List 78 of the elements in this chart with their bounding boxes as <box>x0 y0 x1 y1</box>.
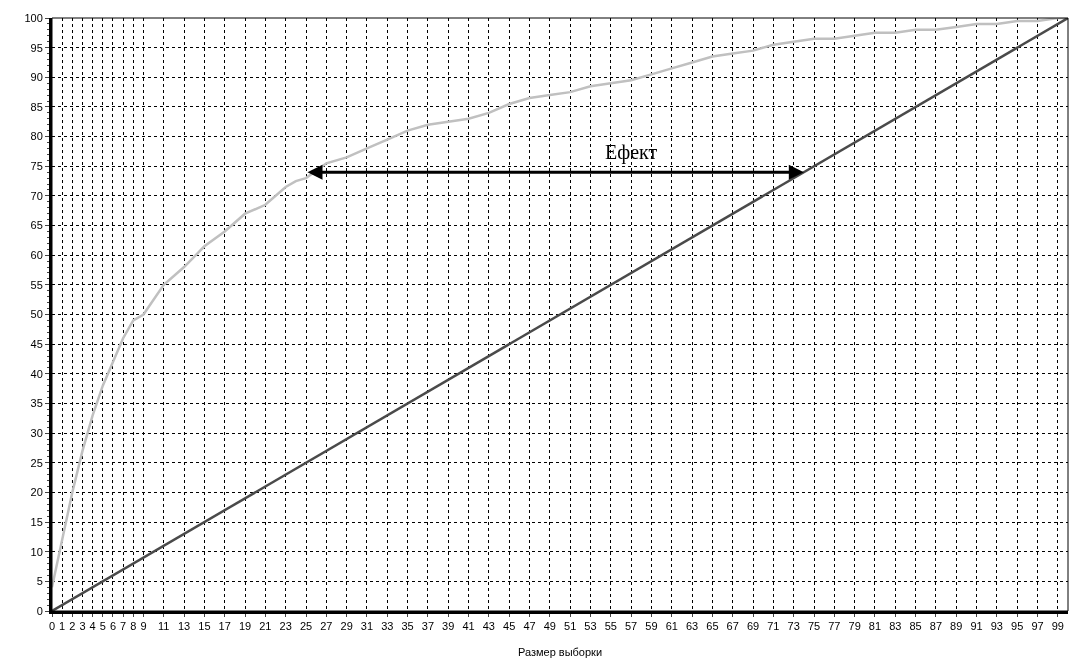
x-tick-label: 23 <box>279 620 292 633</box>
x-tick-label: 41 <box>462 620 475 633</box>
x-tick-label: 55 <box>604 620 617 633</box>
x-tick-label: 35 <box>401 620 414 633</box>
x-tick-label: 2 <box>69 620 76 633</box>
x-tick-label: 99 <box>1051 620 1064 633</box>
x-tick-label: 79 <box>848 620 861 633</box>
y-tick-label: 85 <box>30 100 43 113</box>
y-tick-label: 30 <box>30 426 43 439</box>
x-tick-label: 89 <box>950 620 963 633</box>
y-tick-label: 65 <box>30 219 43 232</box>
x-tick-label: 67 <box>726 620 739 633</box>
y-tick-label: 45 <box>30 338 43 350</box>
y-tick-label: 55 <box>30 278 43 291</box>
x-tick-label: 83 <box>889 620 902 633</box>
x-tick-label: 6 <box>109 620 117 633</box>
y-tick-label: 10 <box>30 545 43 558</box>
x-tick-label: 19 <box>238 620 252 633</box>
x-tick-label: 43 <box>482 620 496 633</box>
x-tick-label: 3 <box>79 620 86 633</box>
x-tick-label: 33 <box>381 620 394 633</box>
y-tick-label: 15 <box>30 515 43 528</box>
x-tick-label: 47 <box>523 620 536 633</box>
x-tick-label: 0 <box>48 620 56 633</box>
y-tick-label: 0 <box>36 604 43 617</box>
x-tick-label: 8 <box>130 620 137 633</box>
x-tick-label: 73 <box>787 620 800 633</box>
x-tick-label: 4 <box>89 620 96 633</box>
x-tick-label: 63 <box>685 620 699 633</box>
x-tick-label: 25 <box>299 620 313 633</box>
x-tick-label: 59 <box>645 620 658 633</box>
x-tick-label: 13 <box>177 620 191 633</box>
x-tick-label: 49 <box>543 620 556 633</box>
x-tick-label: 95 <box>1011 620 1024 633</box>
x-tick-label: 61 <box>665 620 678 633</box>
x-tick-label: 51 <box>564 620 577 633</box>
y-tick-label: 100 <box>24 11 43 24</box>
x-tick-label: 87 <box>929 620 943 633</box>
y-tick-label: 80 <box>30 130 43 143</box>
y-tick-label: 95 <box>30 41 43 54</box>
x-tick-label: 15 <box>198 620 211 633</box>
x-tick-label: 93 <box>990 620 1004 633</box>
y-tick-label: 20 <box>30 486 43 499</box>
x-tick-label: 97 <box>1031 620 1044 633</box>
x-tick-label: 5 <box>99 620 106 633</box>
x-tick-label: 69 <box>746 620 760 633</box>
y-tick-label: 35 <box>30 397 43 410</box>
y-tick-label: 50 <box>30 308 43 321</box>
annotation: Ефект <box>605 141 658 164</box>
x-tick-label: 57 <box>624 620 638 633</box>
x-tick-label: 45 <box>503 620 516 633</box>
x-tick-label: 65 <box>706 620 719 633</box>
x-tick-label: 11 <box>158 620 170 633</box>
y-tick-label: 60 <box>30 249 43 262</box>
x-tick-label: 71 <box>767 620 780 633</box>
y-tick-label: 5 <box>36 575 43 588</box>
x-tick-label: 29 <box>340 620 353 633</box>
x-tick-label: 77 <box>828 620 841 633</box>
y-tick-label: 70 <box>30 189 43 202</box>
x-tick-label: 31 <box>360 620 374 633</box>
x-tick-label: 81 <box>868 620 882 633</box>
x-tick-label: 17 <box>218 620 231 633</box>
x-tick-label: 7 <box>120 620 127 633</box>
x-tick-label: 9 <box>140 620 147 633</box>
y-tick-label: 90 <box>30 71 43 84</box>
y-tick-label: 75 <box>30 160 43 173</box>
x-axis-title: Размер выборки <box>517 646 603 658</box>
x-tick-label: 53 <box>584 620 597 633</box>
x-tick-label: 1 <box>59 620 66 633</box>
x-tick-label: 85 <box>909 620 922 633</box>
x-tick-label: 21 <box>259 620 272 633</box>
x-tick-label: 75 <box>807 620 821 633</box>
x-tick-label: 39 <box>442 620 455 633</box>
y-tick-label: 25 <box>30 456 43 469</box>
x-tick-label: 37 <box>421 620 435 633</box>
x-tick-label: 27 <box>320 620 333 633</box>
y-tick-label: 40 <box>30 367 43 380</box>
x-tick-label: 91 <box>970 620 983 633</box>
